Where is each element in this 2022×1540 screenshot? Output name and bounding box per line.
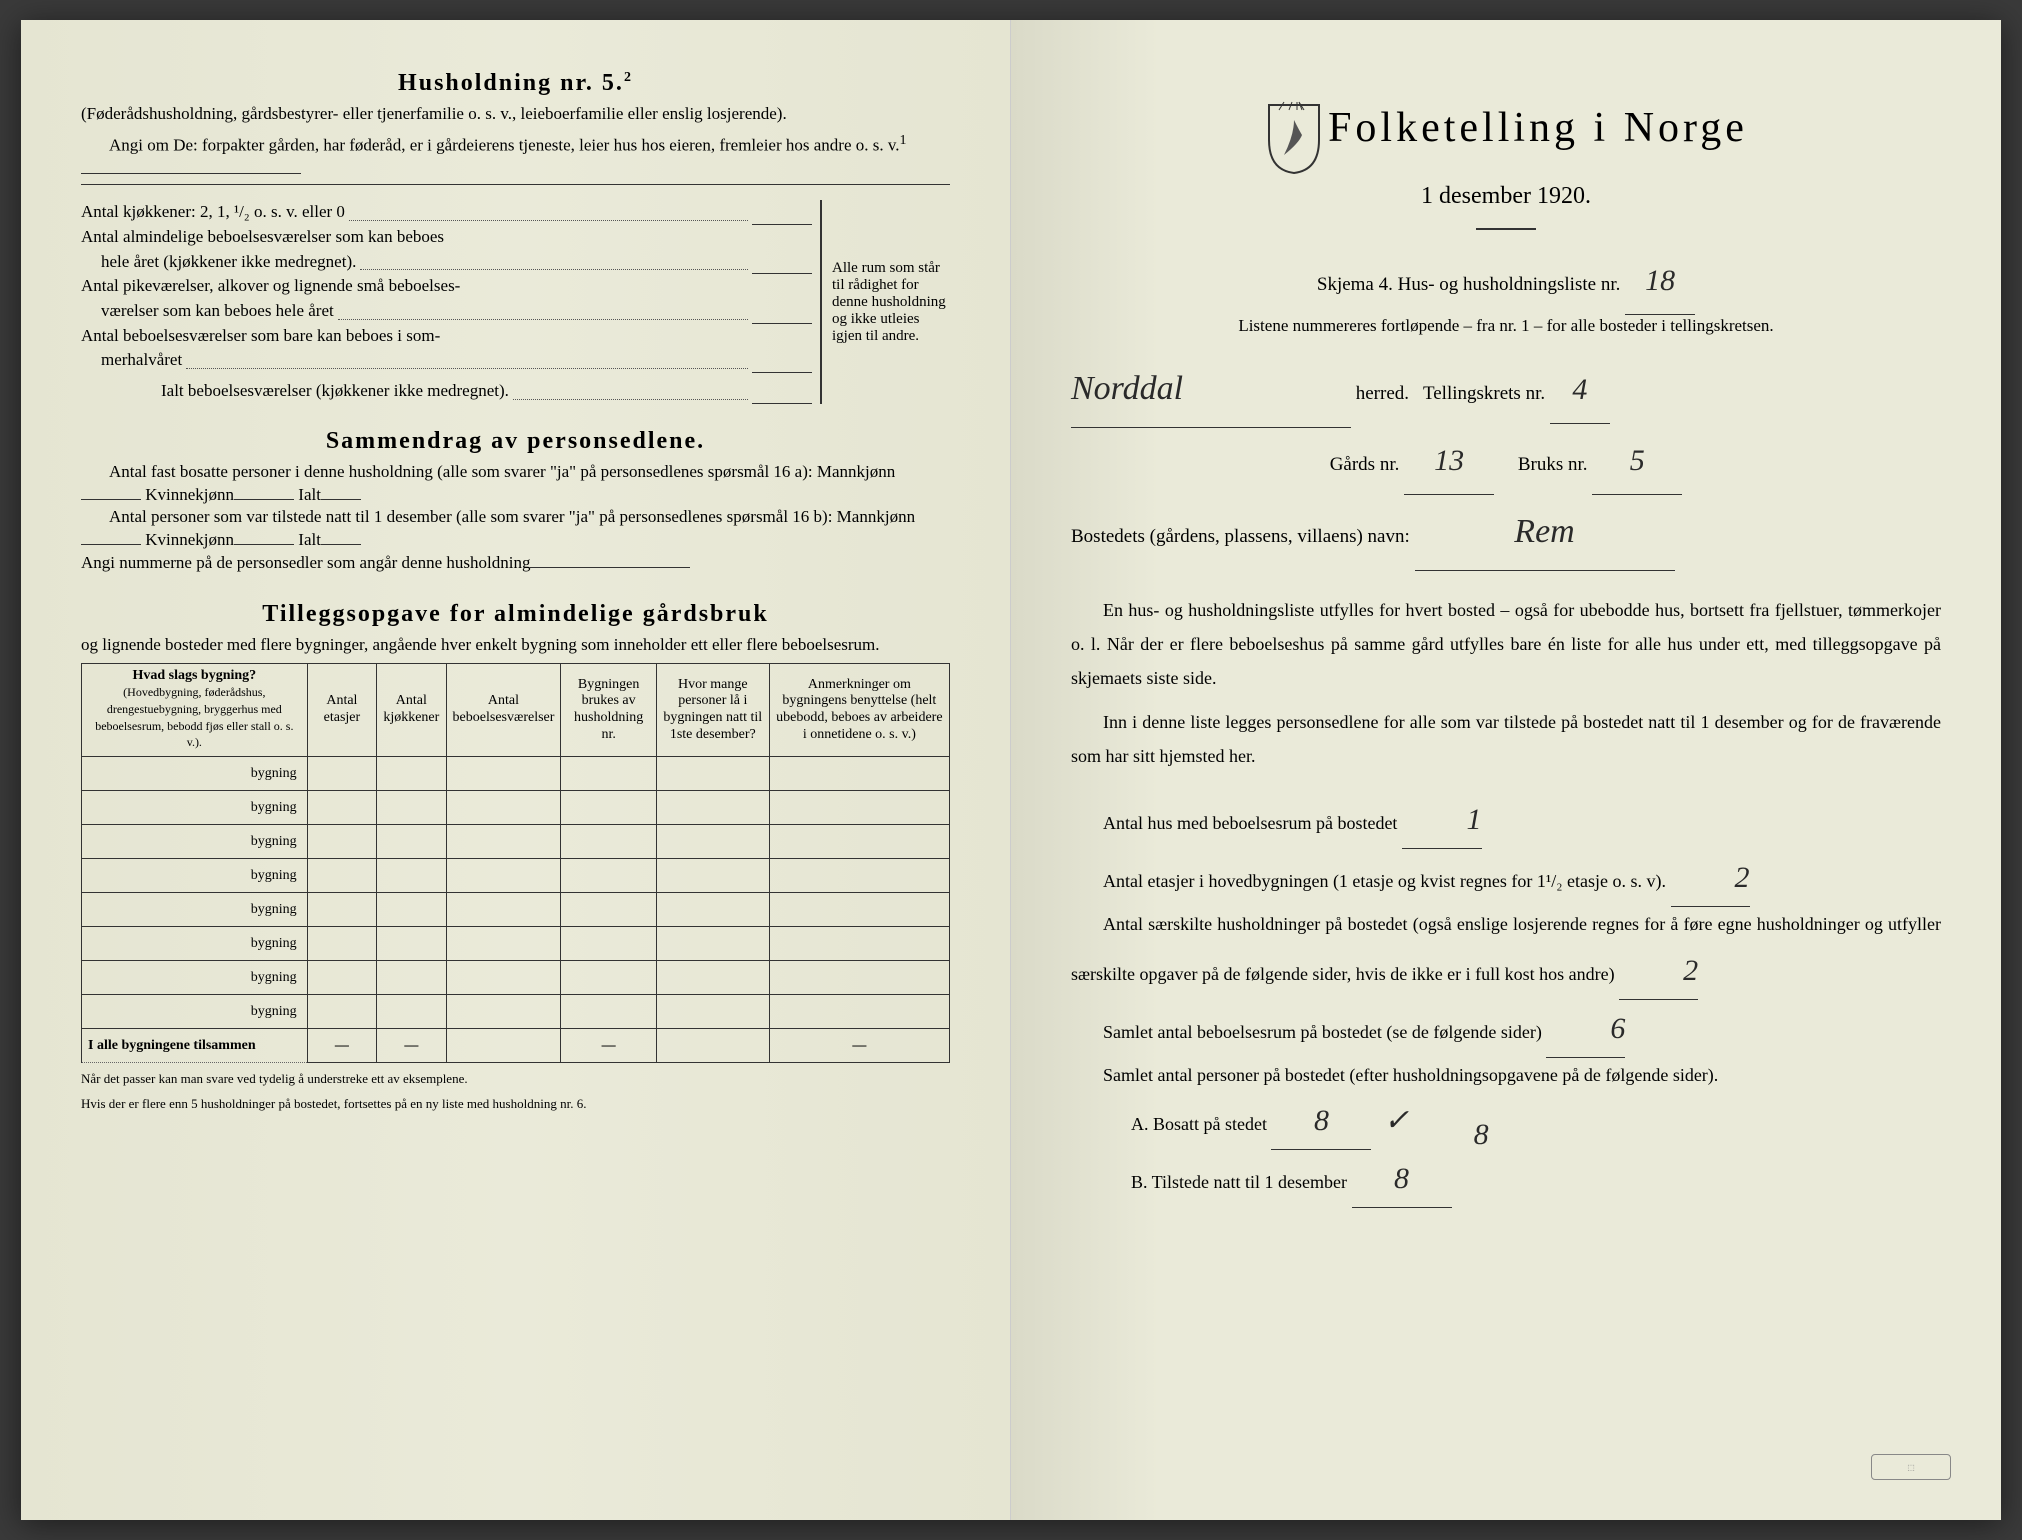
rule (81, 184, 950, 185)
main-title: Folketelling i Norge (1328, 105, 1748, 151)
numbering-note: Listene nummereres fortløpende – fra nr.… (1071, 315, 1941, 338)
household5-instruction: Angi om De: forpakter gården, har føderå… (81, 132, 950, 181)
building-row: bygning (82, 893, 950, 927)
krets-value: 4 (1572, 357, 1587, 423)
questions: Antal hus med beboelsesrum på bostedet 1… (1071, 791, 1941, 1207)
divider (1476, 228, 1536, 230)
q4-value: 6 (1578, 1000, 1625, 1057)
building-row: bygning (82, 825, 950, 859)
building-row: bygning (82, 859, 950, 893)
schema-line: Skjema 4. Hus- og husholdningsliste nr. … (1071, 248, 1941, 315)
bruk-value: 5 (1630, 428, 1645, 494)
qB-value: 8 (1394, 1150, 1409, 1207)
supplement-sub: og lignende bosteder med flere bygninger… (81, 634, 950, 657)
summary-line2: Antal personer som var tilstede natt til… (81, 506, 950, 552)
building-row: bygning (82, 995, 950, 1029)
bracket-note: Alle rum som står til rådighet for denne… (820, 200, 950, 403)
right-page: Folketelling i Norge 1 desember 1920. Sk… (1011, 20, 2001, 1520)
printer-stamp: ⬚ (1871, 1454, 1951, 1480)
building-row: bygning (82, 961, 950, 995)
herred-value: Norddal (1071, 352, 1183, 427)
herred-line: Norddal herred. Tellingskrets nr. 4 (1071, 352, 1941, 428)
bosted-line: Bostedets (gårdens, plassens, villaens) … (1071, 495, 1941, 571)
census-date: 1 desember 1920. (1071, 183, 1941, 210)
supplement-heading: Tilleggsopgave for almindelige gårdsbruk (81, 601, 950, 628)
coat-of-arms-icon (1264, 100, 1324, 175)
summary-line1: Antal fast bosatte personer i denne hush… (81, 461, 950, 507)
building-table: Hvad slags bygning?(Hovedbygning, føderå… (81, 663, 950, 1063)
footnote-1: Når det passer kan man svare ved tydelig… (81, 1071, 950, 1088)
left-page: Husholdning nr. 5.2 (Føderådshusholdning… (21, 20, 1011, 1520)
qA-value: 8 (1314, 1092, 1329, 1149)
bosted-value: Rem (1514, 495, 1574, 570)
title-block: Folketelling i Norge 1 desember 1920. (1071, 100, 1941, 230)
q1-value: 1 (1434, 791, 1481, 848)
instructions: En hus- og husholdningsliste utfylles fo… (1071, 593, 1941, 774)
gard-line: Gårds nr. 13 Bruks nr. 5 (1071, 428, 1941, 495)
qB-extra: 8 (1474, 1106, 1489, 1163)
document-spread: Husholdning nr. 5.2 (Føderådshusholdning… (21, 20, 2001, 1520)
gard-value: 13 (1434, 428, 1464, 494)
household5-heading: Husholdning nr. 5.2 (81, 70, 950, 97)
footnote-2: Hvis der er flere enn 5 husholdninger på… (81, 1096, 950, 1113)
q3-value: 2 (1651, 942, 1698, 999)
qA-checkmark: ✓ (1384, 1092, 1409, 1149)
summary-line3: Angi nummerne på de personsedler som ang… (81, 552, 950, 575)
summary-heading: Sammendrag av personsedlene. (81, 428, 950, 455)
household5-paren: (Føderådshusholdning, gårdsbestyrer- ell… (81, 103, 950, 126)
building-row: bygning (82, 757, 950, 791)
q2-value: 2 (1703, 849, 1750, 906)
list-number: 18 (1645, 248, 1675, 314)
rooms-block: Antal kjøkkener: 2, 1, ¹/₂ o. s. v. elle… (81, 200, 950, 403)
building-row: bygning (82, 927, 950, 961)
building-row: bygning (82, 791, 950, 825)
